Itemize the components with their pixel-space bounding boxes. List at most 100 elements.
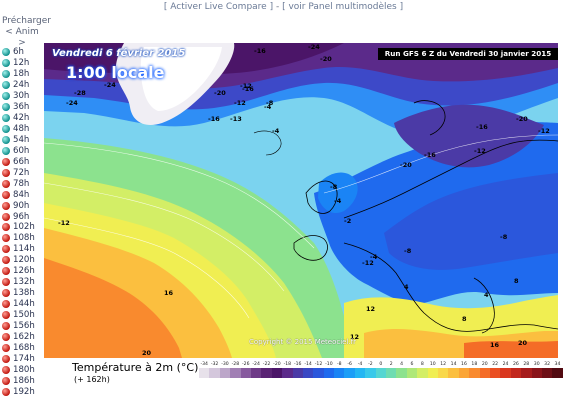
forecast-step-126h[interactable]: 126h (2, 266, 42, 277)
step-dot-icon (2, 278, 10, 287)
forecast-step-24h[interactable]: 24h (2, 80, 42, 91)
step-dot-icon (2, 201, 10, 210)
forecast-step-48h[interactable]: 48h (2, 124, 42, 135)
scale-value: 18 (471, 362, 478, 367)
contour-label: -2 (344, 217, 351, 225)
contour-label: 12 (350, 333, 359, 341)
forecast-step-192h[interactable]: 192h (2, 386, 42, 397)
scale-swatch: -4 (354, 361, 366, 378)
forecast-step-102h[interactable]: 102h (2, 222, 42, 233)
forecast-step-162h[interactable]: 162h (2, 331, 42, 342)
forecast-step-30h[interactable]: 30h (2, 91, 42, 102)
step-dot-icon (2, 146, 10, 155)
color-scale: -34 -32 -30 -28 -26 -24 -22 -20 -18 -16 -14 -12 -10-… (199, 361, 563, 378)
forecast-step-108h[interactable]: 108h (2, 233, 42, 244)
scale-swatch: 24 (500, 361, 511, 378)
legend-bar: Température à 2m (°C) (+ 162h) -34 -32 -30… (44, 358, 563, 388)
multimodel-panel-link[interactable]: [ voir Panel multimodèles ] (282, 2, 404, 12)
forecast-step-144h[interactable]: 144h (2, 299, 42, 310)
forecast-step-120h[interactable]: 120h (2, 255, 42, 266)
contour-label: -20 (516, 115, 528, 123)
forecast-step-138h[interactable]: 138h (2, 288, 42, 299)
forecast-step-84h[interactable]: 84h (2, 189, 42, 200)
scale-value: 10 (429, 362, 436, 367)
contour-label: -16 (242, 85, 254, 93)
step-label: 72h (13, 167, 30, 178)
scale-color (427, 368, 438, 378)
contour-label: -28 (74, 89, 86, 97)
animation-button[interactable]: < Anim > (5, 27, 39, 48)
forecast-step-132h[interactable]: 132h (2, 277, 42, 288)
step-dot-icon (2, 135, 10, 144)
forecast-step-90h[interactable]: 90h (2, 200, 42, 211)
forecast-step-186h[interactable]: 186h (2, 375, 42, 386)
forecast-step-96h[interactable]: 96h (2, 211, 42, 222)
scale-color (302, 368, 314, 378)
scale-value: 16 (461, 362, 467, 367)
forecast-step-60h[interactable]: 60h (2, 145, 42, 156)
contour-label: -24 (104, 81, 116, 89)
preload-controls: Précharger < Anim > (2, 16, 51, 49)
forecast-step-6h[interactable]: 6h (2, 47, 42, 58)
copyright-notice: Copyright © 2015 Meteociel.fr (249, 338, 356, 346)
scale-color (417, 368, 428, 378)
scale-value: 12 (440, 362, 447, 367)
scale-value: -28 (231, 362, 240, 367)
temperature-map: -28 -24 -16 -24 -20 -24 -20 -16 -12 -16 … (44, 43, 558, 358)
scale-color (250, 368, 262, 378)
scale-swatch: 18 (469, 361, 480, 378)
step-dot-icon (2, 267, 10, 276)
step-label: 186h (13, 375, 35, 386)
step-label: 192h (13, 386, 35, 397)
scale-value: 34 (554, 362, 561, 367)
contour-label: -16 (476, 123, 488, 131)
scale-color (219, 368, 231, 378)
scale-color (209, 368, 220, 378)
scale-swatch: -34 (199, 361, 210, 378)
step-label: 24h (13, 80, 30, 91)
step-dot-icon (2, 343, 10, 352)
scale-color (365, 368, 376, 378)
contour-label: -20 (214, 89, 226, 97)
contour-label: -4 (370, 253, 378, 261)
scale-swatch: 20 (479, 361, 490, 378)
step-label: 96h (13, 211, 30, 222)
scale-swatch: -30 (219, 361, 231, 378)
forecast-step-78h[interactable]: 78h (2, 178, 42, 189)
forecast-step-66h[interactable]: 66h (2, 156, 42, 167)
contour-label: 8 (462, 315, 467, 323)
forecast-step-174h[interactable]: 174h (2, 353, 42, 364)
forecast-step-12h[interactable]: 12h (2, 58, 42, 69)
forecast-step-156h[interactable]: 156h (2, 320, 42, 331)
activate-live-compare-link[interactable]: [ Activer Live Compare ] (163, 2, 274, 12)
scale-color (375, 368, 387, 378)
contour-label: -4 (272, 127, 280, 135)
forecast-step-18h[interactable]: 18h (2, 69, 42, 80)
scale-value: -10 (325, 362, 333, 367)
contour-label: -12 (362, 259, 374, 267)
forecast-step-36h[interactable]: 36h (2, 102, 42, 113)
forecast-step-54h[interactable]: 54h (2, 135, 42, 146)
scale-color (230, 368, 241, 378)
step-dot-icon (2, 387, 10, 396)
map-canvas: -28 -24 -16 -24 -20 -24 -20 -16 -12 -16 … (44, 43, 558, 358)
forecast-step-42h[interactable]: 42h (2, 113, 42, 124)
legend-subtitle: (+ 162h) (74, 375, 110, 384)
scale-color (344, 368, 355, 378)
forecast-step-114h[interactable]: 114h (2, 244, 42, 255)
forecast-step-150h[interactable]: 150h (2, 310, 42, 321)
scale-color (541, 368, 553, 378)
scale-swatch: -16 (292, 361, 303, 378)
scale-swatch: -18 (282, 361, 293, 378)
step-label: 180h (13, 364, 35, 375)
forecast-step-168h[interactable]: 168h (2, 342, 42, 353)
step-dot-icon (2, 223, 10, 232)
step-dot-icon (2, 354, 10, 363)
scale-color (386, 368, 397, 378)
forecast-step-180h[interactable]: 180h (2, 364, 42, 375)
preload-button[interactable]: Précharger (2, 16, 51, 26)
contour-label: -12 (58, 219, 70, 227)
contour-label: -12 (240, 82, 252, 90)
forecast-step-72h[interactable]: 72h (2, 167, 42, 178)
contour-label: -24 (308, 43, 320, 51)
